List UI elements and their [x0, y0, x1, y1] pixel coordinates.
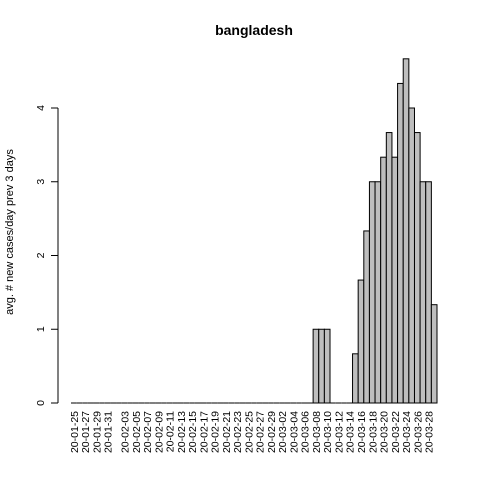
- x-tick-label: 20-03-28: [424, 411, 436, 453]
- x-tick-label: 20-02-21: [221, 411, 233, 453]
- x-tick-label: 20-03-12: [333, 411, 345, 453]
- x-tick-label: 20-03-06: [300, 411, 312, 453]
- bar: [352, 353, 359, 404]
- x-tick-label: 20-02-07: [142, 411, 154, 453]
- x-tick-label: 20-02-29: [266, 411, 278, 453]
- y-axis: 0 1 2 3 4: [35, 105, 59, 406]
- x-tick-label: 20-01-31: [103, 411, 115, 453]
- y-tick-label: 2: [35, 252, 47, 258]
- bar: [312, 328, 320, 404]
- bar: [408, 107, 415, 404]
- bar: [363, 230, 370, 404]
- bar: [323, 328, 331, 404]
- x-tick-label: 20-02-05: [131, 411, 143, 453]
- x-tick-label: 20-02-03: [119, 411, 131, 453]
- bar: [425, 181, 432, 404]
- bar: [413, 132, 421, 404]
- x-tick-label: 20-03-02: [277, 411, 289, 453]
- x-tick-label: 20-02-25: [243, 411, 255, 453]
- chart-title: bangladesh: [215, 22, 293, 38]
- x-tick-label: 20-03-18: [367, 411, 379, 453]
- bar: [357, 279, 365, 404]
- y-tick-label: 3: [35, 179, 47, 185]
- x-tick-label: 20-03-22: [390, 411, 402, 453]
- bar: [385, 132, 393, 404]
- bar: [397, 82, 404, 404]
- bar: [368, 181, 376, 404]
- x-tick-label: 20-02-27: [255, 411, 267, 453]
- x-tick-label: 20-03-20: [379, 411, 391, 453]
- x-tick-label: 20-02-23: [232, 411, 244, 453]
- x-tick-label: 20-03-04: [288, 411, 300, 453]
- x-tick-label: 20-02-11: [165, 411, 177, 452]
- x-tick-label: 20-02-09: [153, 411, 165, 453]
- y-tick-label: 1: [35, 326, 47, 332]
- x-tick-label: 20-02-19: [210, 411, 222, 453]
- x-axis-tick-labels: 20-01-25 20-01-27 20-01-29 20-01-31 20-02-03…: [69, 411, 436, 453]
- x-tick-label: 20-03-26: [412, 411, 424, 453]
- bar: [402, 58, 410, 404]
- y-tick-label: 0: [35, 400, 47, 406]
- x-tick-label: 20-03-24: [401, 411, 413, 453]
- y-tick-label: 4: [35, 105, 47, 111]
- x-tick-label: 20-01-27: [80, 411, 92, 453]
- bar: [430, 304, 438, 404]
- x-tick-label: 20-01-25: [69, 411, 81, 453]
- x-tick-label: 20-03-10: [322, 411, 334, 453]
- bar: [318, 328, 325, 404]
- bar: [419, 181, 427, 404]
- bars: [71, 58, 438, 404]
- bar: [380, 156, 387, 404]
- bar: [391, 156, 399, 404]
- y-axis-label: avg. # new cases/day prev 3 days: [4, 149, 16, 315]
- x-tick-label: 20-02-13: [176, 411, 188, 453]
- x-tick-label: 20-03-16: [356, 411, 368, 453]
- x-tick-label: 20-01-29: [91, 411, 103, 453]
- x-tick-label: 20-03-08: [311, 411, 323, 453]
- x-tick-label: 20-02-17: [198, 411, 210, 453]
- x-tick-label: 20-03-14: [345, 411, 357, 453]
- x-tick-label: 20-02-15: [187, 411, 199, 453]
- bar: [374, 181, 382, 404]
